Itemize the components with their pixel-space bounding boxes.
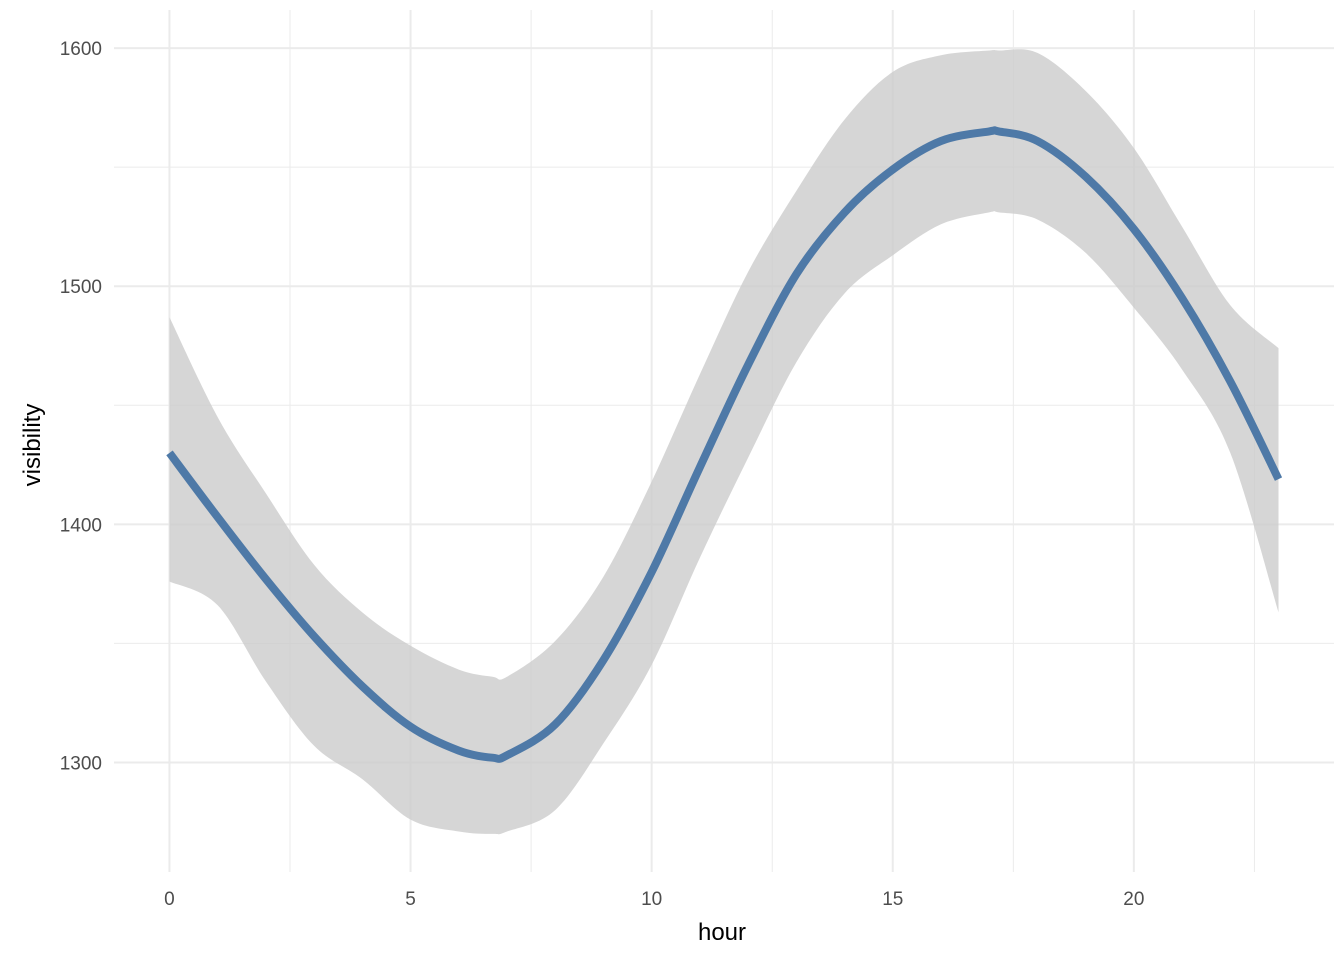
- y-axis-title: visibility: [19, 404, 46, 487]
- x-tick-label: 10: [641, 889, 662, 910]
- smooth-line: [166, 126, 1283, 763]
- y-tick-label: 1300: [60, 753, 102, 774]
- y-tick-label: 1500: [60, 277, 102, 298]
- y-tick-labels: 1300 1400 1500 1600: [60, 39, 102, 774]
- y-tick-label: 1600: [60, 39, 102, 60]
- x-tick-label: 15: [882, 889, 903, 910]
- x-axis-title: hour: [698, 919, 746, 946]
- x-tick-label: 0: [164, 889, 175, 910]
- x-tick-label: 20: [1123, 889, 1144, 910]
- confidence-ribbon: [169, 49, 1279, 835]
- x-tick-labels: 0 5 10 15 20: [164, 889, 1144, 910]
- y-tick-label: 1400: [60, 515, 102, 536]
- x-tick-label: 5: [405, 889, 416, 910]
